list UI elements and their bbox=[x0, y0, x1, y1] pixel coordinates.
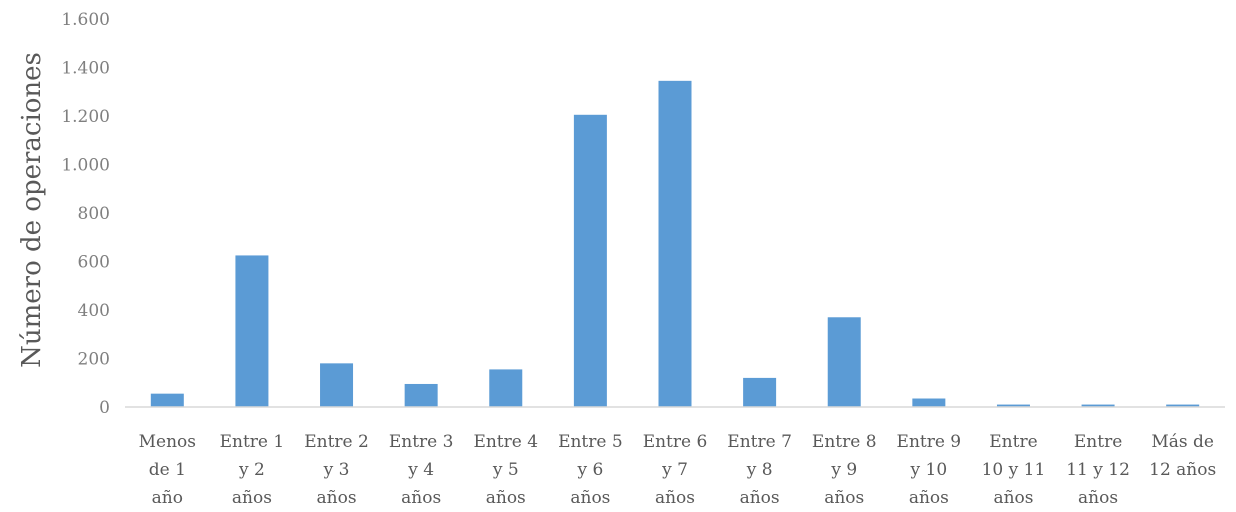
x-tick-label-line: Entre 5 bbox=[558, 432, 623, 452]
x-tick-label: Entre 7 y 8 años bbox=[727, 432, 792, 508]
x-tick-label-line: Entre 9 bbox=[897, 432, 962, 452]
x-tick-label-line: años bbox=[317, 488, 357, 508]
x-tick-label-line: y 5 bbox=[492, 460, 519, 480]
x-tick-label: Entre 3 y 4 años bbox=[389, 432, 454, 508]
y-axis-label-group: Número de operaciones bbox=[17, 52, 47, 368]
x-tick-label-line: y 4 bbox=[407, 460, 434, 480]
bar bbox=[489, 369, 522, 407]
x-tick-label-line: Entre 3 bbox=[389, 432, 454, 452]
y-tick-label: 1.600 bbox=[61, 10, 110, 30]
x-tick-label-line: 10 y 11 bbox=[982, 460, 1046, 480]
x-tick-label: Más de 12 años bbox=[1149, 432, 1216, 480]
x-tick-label-line: Entre 2 bbox=[304, 432, 369, 452]
x-tick-label-line: Entre bbox=[989, 432, 1037, 452]
y-tick-label: 600 bbox=[78, 253, 110, 273]
x-tick-label-line: y 10 bbox=[910, 460, 948, 480]
x-tick-label-line: años bbox=[401, 488, 441, 508]
x-tick-label: Entre 1 y 2 años bbox=[220, 432, 285, 508]
x-tick-label: Entre 11 y 12 años bbox=[1066, 432, 1130, 508]
x-tick-label-line: Entre 8 bbox=[812, 432, 877, 452]
x-tick-label: Entre 8 y 9 años bbox=[812, 432, 877, 508]
bar bbox=[912, 399, 945, 407]
bar bbox=[574, 115, 607, 407]
x-tick-label-line: años bbox=[824, 488, 864, 508]
y-tick-label: 0 bbox=[99, 398, 110, 418]
bar bbox=[405, 384, 438, 407]
x-tick-label-line: y 2 bbox=[238, 460, 265, 480]
x-tick-label-line: Entre 6 bbox=[643, 432, 708, 452]
x-tick-label-line: de 1 bbox=[149, 460, 186, 480]
x-tick-label: Entre 2 y 3 años bbox=[304, 432, 369, 508]
x-tick-label-line: 11 y 12 bbox=[1066, 460, 1130, 480]
y-tick-label: 1.400 bbox=[61, 59, 110, 79]
x-tick-label-line: año bbox=[152, 488, 183, 508]
x-tick-label-line: Entre bbox=[1074, 432, 1122, 452]
x-tick-label-line: años bbox=[993, 488, 1033, 508]
y-tick-label: 1.200 bbox=[61, 107, 110, 127]
x-tick-label-line: años bbox=[655, 488, 695, 508]
x-tick-label: Entre 9 y 10 años bbox=[897, 432, 962, 508]
x-tick-label: Entre 4 y 5 años bbox=[473, 432, 538, 508]
x-tick-label: Menos de 1 año bbox=[139, 432, 196, 508]
bar bbox=[235, 255, 268, 407]
x-tick-label-line: Entre 7 bbox=[727, 432, 792, 452]
x-tick-label-line: años bbox=[570, 488, 610, 508]
y-tick-label: 1.000 bbox=[61, 156, 110, 176]
x-tick-label: Entre 5 y 6 años bbox=[558, 432, 623, 508]
x-tick-label-line: y 6 bbox=[576, 460, 603, 480]
x-tick-label-line: años bbox=[909, 488, 949, 508]
x-tick-label-line: y 9 bbox=[830, 460, 857, 480]
x-tick-label-line: Más de bbox=[1151, 432, 1214, 452]
x-tick-label-line: años bbox=[740, 488, 780, 508]
y-tick-label: 400 bbox=[78, 301, 110, 321]
x-tick-label-line: 12 años bbox=[1149, 460, 1216, 480]
y-tick-label: 200 bbox=[78, 350, 110, 370]
x-tick-label-line: y 3 bbox=[323, 460, 350, 480]
bar bbox=[659, 81, 692, 407]
y-tick-label: 800 bbox=[78, 204, 110, 224]
x-tick-label-line: años bbox=[1078, 488, 1118, 508]
bars bbox=[151, 81, 1199, 407]
x-tick-label-line: Entre 1 bbox=[220, 432, 285, 452]
x-tick-label: Entre 10 y 11 años bbox=[982, 432, 1046, 508]
y-axis-label: Número de operaciones bbox=[17, 52, 47, 368]
x-tick-label-line: y 8 bbox=[746, 460, 773, 480]
x-axis-labels: Menos de 1 año Entre 1 y 2 años Entre 2 y 3 años… bbox=[139, 432, 1217, 508]
x-tick-label-line: Entre 4 bbox=[473, 432, 538, 452]
x-tick-label-line: años bbox=[486, 488, 526, 508]
bar bbox=[743, 378, 776, 407]
x-tick-label-line: y 7 bbox=[661, 460, 688, 480]
bar bbox=[828, 317, 861, 407]
x-tick-label-line: años bbox=[232, 488, 272, 508]
x-tick-label-line: Menos bbox=[139, 432, 196, 452]
bar bbox=[320, 363, 353, 407]
bar bbox=[151, 394, 184, 407]
y-axis-ticks: 0 200 400 600 800 1.000 1.200 1.400 1.600 bbox=[61, 10, 110, 418]
x-tick-label: Entre 6 y 7 años bbox=[643, 432, 708, 508]
